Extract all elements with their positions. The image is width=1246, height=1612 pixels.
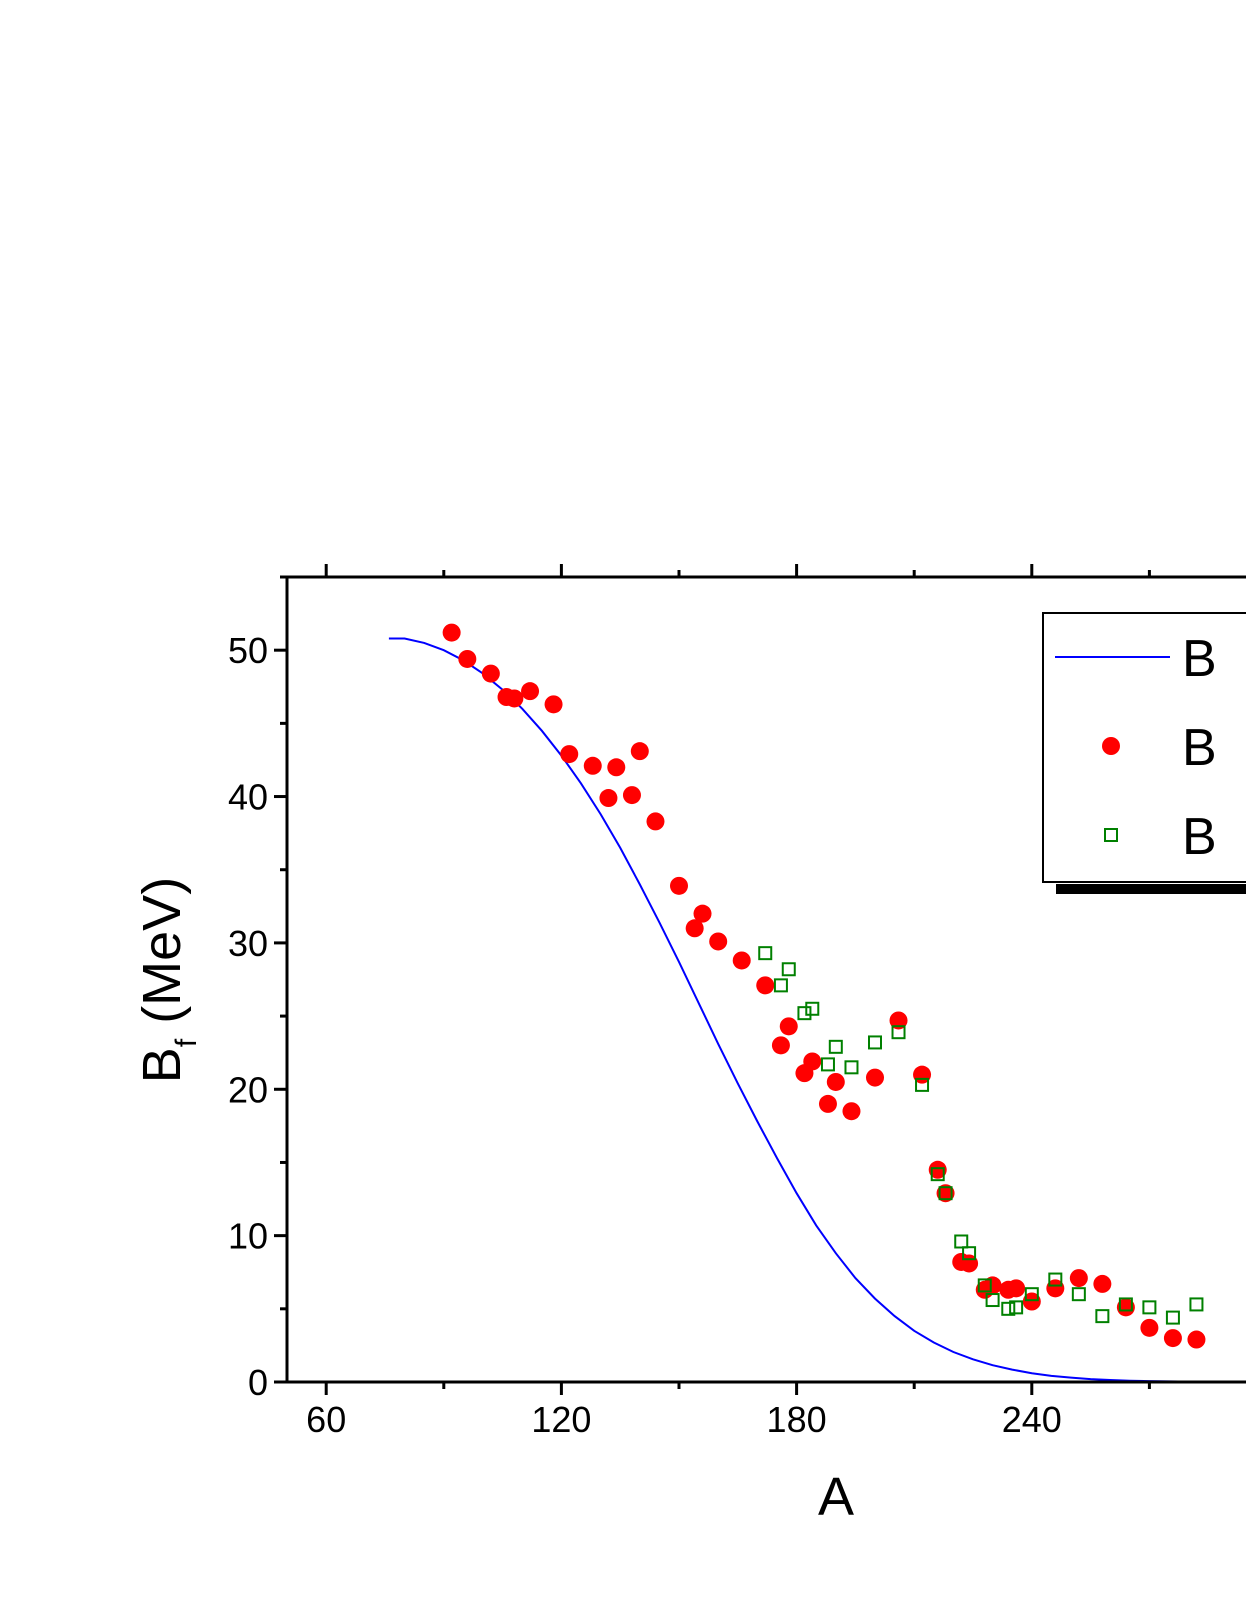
y-tick-label: 10 <box>228 1216 268 1257</box>
y-axis-ticks <box>274 575 287 1384</box>
data-point-red-circle <box>630 742 649 761</box>
data-point-red-circle <box>693 904 712 923</box>
data-point-red-circle <box>458 649 477 668</box>
x-axis-title: A <box>818 1467 854 1527</box>
data-point-red-circle <box>560 745 579 764</box>
data-point-red-circle <box>983 1276 1002 1295</box>
y-axis-title-main: B <box>132 1047 192 1083</box>
data-point-green-square <box>1189 1297 1204 1312</box>
data-point-green-square <box>781 962 796 977</box>
data-point-red-circle <box>889 1011 908 1030</box>
x-axis-tick-labels: 60 120 180 240 <box>306 1399 1062 1440</box>
data-point-green-square <box>977 1278 992 1293</box>
data-point-red-circle <box>505 689 524 708</box>
data-point-red-circle <box>1187 1330 1206 1349</box>
legend-square-symbol <box>1104 828 1118 842</box>
legend-shadow <box>1056 884 1246 894</box>
data-point-red-circle <box>756 976 775 995</box>
data-point-red-circle <box>1007 1279 1026 1298</box>
data-point-green-square <box>930 1167 945 1182</box>
data-point-red-circle <box>685 919 704 938</box>
data-point-red-circle <box>818 1094 837 1113</box>
data-point-green-square <box>797 1006 812 1021</box>
data-point-red-circle <box>583 756 602 775</box>
y-tick-label: 0 <box>248 1362 268 1403</box>
data-point-green-square <box>773 978 788 993</box>
series-line-fit-curve <box>388 637 1246 1382</box>
data-point-red-circle <box>826 1072 845 1091</box>
y-tick-label: 50 <box>228 630 268 671</box>
data-point-green-square <box>891 1025 906 1040</box>
data-point-red-circle <box>646 812 665 831</box>
x-tick-label: 120 <box>531 1399 591 1440</box>
data-point-red-circle <box>803 1052 822 1071</box>
y-tick-label: 40 <box>228 777 268 818</box>
data-point-red-circle <box>1069 1269 1088 1288</box>
legend-circle-symbol <box>1102 737 1120 755</box>
data-point-red-circle <box>1163 1329 1182 1348</box>
x-tick-label: 180 <box>767 1399 827 1440</box>
data-point-red-circle <box>442 623 461 642</box>
data-point-green-square <box>938 1186 953 1201</box>
y-axis-title-subscript: f <box>170 1038 203 1047</box>
plot-area <box>388 623 1246 1382</box>
data-point-green-square <box>758 946 773 961</box>
y-tick-label: 30 <box>228 923 268 964</box>
data-point-green-square <box>1024 1287 1039 1302</box>
data-point-green-square <box>1071 1287 1086 1302</box>
data-point-red-circle <box>928 1160 947 1179</box>
data-point-red-circle <box>779 1017 798 1036</box>
data-point-green-square <box>1009 1300 1024 1315</box>
y-axis-title-unit: (MeV) <box>132 877 192 1039</box>
legend-label-circle: B <box>1182 719 1217 777</box>
data-point-red-circle <box>1046 1279 1065 1298</box>
data-point-green-square <box>828 1039 843 1054</box>
data-point-red-circle <box>622 786 641 805</box>
data-point-red-circle <box>709 932 728 951</box>
data-point-red-circle <box>544 695 563 714</box>
data-point-red-circle <box>481 664 500 683</box>
data-point-red-circle <box>1093 1274 1112 1293</box>
legend-label-line: B <box>1182 630 1217 688</box>
data-point-green-square <box>915 1077 930 1092</box>
x-tick-label: 240 <box>1002 1399 1062 1440</box>
data-point-red-circle <box>1116 1298 1135 1317</box>
data-point-green-square <box>1142 1300 1157 1315</box>
data-point-green-square <box>1118 1297 1133 1312</box>
data-point-red-circle <box>599 789 618 808</box>
data-point-green-square <box>820 1057 835 1072</box>
data-point-green-square <box>954 1234 969 1249</box>
x-tick-label: 60 <box>306 1399 346 1440</box>
y-axis-tick-labels: 0 10 20 30 40 50 <box>228 630 268 1403</box>
y-tick-label: 20 <box>228 1069 268 1110</box>
y-axis-title: Bf (MeV) <box>132 877 203 1083</box>
data-point-red-circle <box>866 1068 884 1087</box>
data-point-green-square <box>985 1293 1000 1308</box>
data-point-red-circle <box>936 1184 955 1203</box>
legend-label-square: B <box>1182 808 1217 866</box>
data-point-red-circle <box>732 951 751 970</box>
data-point-red-circle <box>607 758 626 777</box>
data-point-green-square <box>962 1246 977 1261</box>
data-point-red-circle <box>1140 1318 1159 1337</box>
data-point-green-square <box>1165 1310 1180 1325</box>
data-point-green-square <box>868 1035 882 1050</box>
data-point-red-circle <box>771 1036 790 1055</box>
data-point-red-circle <box>842 1102 861 1121</box>
data-point-red-circle <box>1022 1292 1041 1311</box>
data-point-green-square <box>1001 1301 1016 1316</box>
data-point-green-square <box>1048 1272 1063 1287</box>
data-point-red-circle <box>521 682 540 701</box>
data-point-red-circle <box>670 876 688 895</box>
data-point-green-square <box>805 1001 820 1016</box>
plot-frame <box>285 575 1246 1384</box>
data-point-green-square <box>844 1060 859 1075</box>
data-point-green-square <box>1095 1309 1110 1324</box>
legend: B B B <box>1042 612 1246 894</box>
